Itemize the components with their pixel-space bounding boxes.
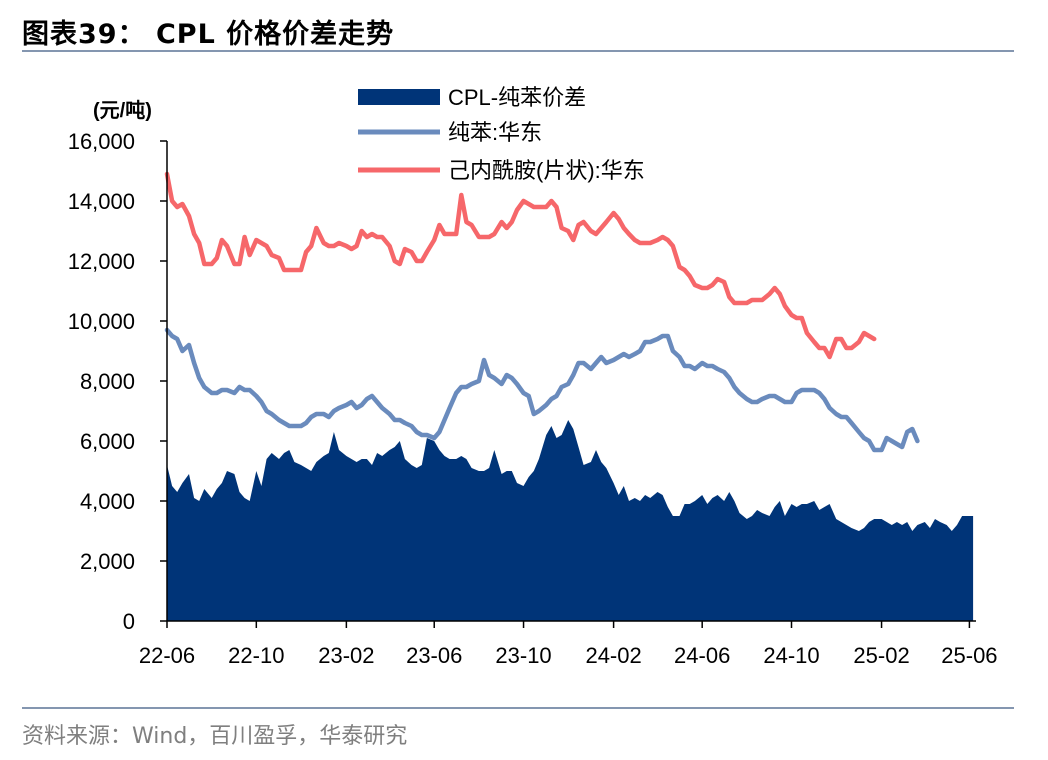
y-axis-label: (元/吨) bbox=[93, 98, 152, 122]
spread-area-layer bbox=[167, 420, 974, 621]
axis-layer: 0 2,000 4,000 6,000 8,000 10,000 12,000 14,000 1… bbox=[68, 129, 998, 668]
y-tick-label: 16,000 bbox=[68, 129, 135, 154]
spread-area bbox=[167, 420, 974, 621]
y-tick-label: 10,000 bbox=[68, 309, 135, 334]
x-tick-label: 24-06 bbox=[674, 643, 730, 668]
y-tick-label: 8,000 bbox=[80, 369, 135, 394]
x-tick-label: 25-06 bbox=[941, 643, 997, 668]
cpl-line bbox=[164, 171, 877, 360]
x-tick-label: 25-02 bbox=[853, 643, 909, 668]
line-layer bbox=[164, 171, 920, 453]
y-tick-label: 14,000 bbox=[68, 189, 135, 214]
x-tick-label: 24-10 bbox=[763, 643, 819, 668]
x-tick-label: 23-02 bbox=[318, 643, 374, 668]
x-tick-label: 22-10 bbox=[228, 643, 284, 668]
legend: CPL-纯苯价差 纯苯:华东 己内酰胺(片状):华东 bbox=[358, 85, 645, 183]
source-note: 资料来源：Wind，百川盈孚，华泰研究 bbox=[22, 724, 408, 749]
y-tick-label: 6,000 bbox=[80, 429, 135, 454]
y-tick-label: 2,000 bbox=[80, 549, 135, 574]
legend-swatch-spread bbox=[358, 89, 440, 105]
title-rule bbox=[22, 50, 1014, 52]
x-tick-label: 22-06 bbox=[139, 643, 195, 668]
figure-title: 图表39： CPL 价格价差走势 bbox=[22, 19, 395, 50]
y-tick-label: 12,000 bbox=[68, 249, 135, 274]
x-tick-label: 24-02 bbox=[585, 643, 641, 668]
y-tick-label: 0 bbox=[123, 609, 135, 634]
chart: 0 2,000 4,000 6,000 8,000 10,000 12,000 14,000 1… bbox=[68, 85, 998, 668]
x-tick-label: 23-06 bbox=[406, 643, 462, 668]
benzene-line bbox=[164, 327, 920, 453]
legend-label-benzene: 纯苯:华东 bbox=[448, 120, 542, 145]
legend-label-spread: CPL-纯苯价差 bbox=[448, 85, 586, 110]
source-rule bbox=[22, 707, 1014, 709]
y-tick-label: 4,000 bbox=[80, 489, 135, 514]
legend-label-cpl: 己内酰胺(片状):华东 bbox=[448, 158, 645, 183]
x-tick-label: 23-10 bbox=[495, 643, 551, 668]
